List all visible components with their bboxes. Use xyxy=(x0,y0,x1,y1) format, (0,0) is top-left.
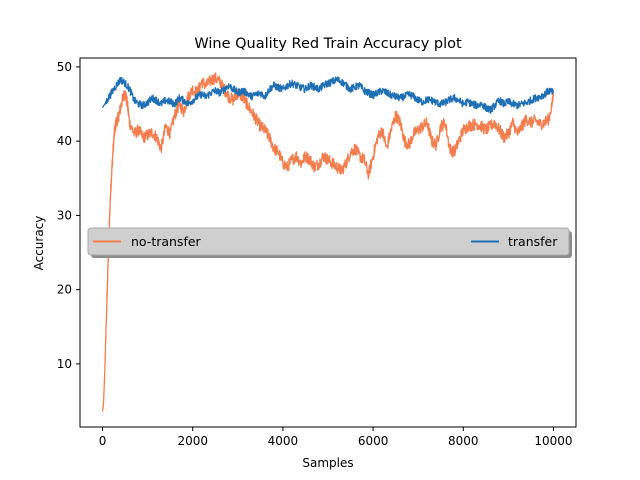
legend-box xyxy=(87,227,570,256)
y-tick-label: 20 xyxy=(57,283,72,297)
y-tick-label: 40 xyxy=(57,134,72,148)
y-tick-label: 50 xyxy=(57,60,72,74)
chart-title: Wine Quality Red Train Accuracy plot xyxy=(194,36,462,52)
x-axis-title: Samples xyxy=(302,456,353,470)
x-tick-label: 0 xyxy=(99,434,107,448)
x-tick-label: 10000 xyxy=(534,434,572,448)
x-tick-label: 6000 xyxy=(358,434,389,448)
y-axis: 10 20 30 40 50 xyxy=(57,60,80,371)
y-tick-label: 30 xyxy=(57,208,72,222)
legend-label-transfer: transfer xyxy=(508,234,558,249)
series-line-transfer xyxy=(101,76,555,114)
x-tick-label: 8000 xyxy=(448,434,479,448)
x-axis: 0 2000 4000 6000 8000 10000 xyxy=(99,427,573,448)
axes-frame xyxy=(79,57,577,428)
series-line-no-transfer xyxy=(101,72,555,412)
y-tick-label: 10 xyxy=(57,357,72,371)
y-axis-title: Accuracy xyxy=(32,216,46,271)
legend-label-no-transfer: no-transfer xyxy=(131,234,202,249)
x-tick-label: 2000 xyxy=(177,434,208,448)
series-layer xyxy=(101,72,555,412)
legend: no-transfer transfer xyxy=(87,227,572,258)
x-tick-label: 4000 xyxy=(268,434,299,448)
